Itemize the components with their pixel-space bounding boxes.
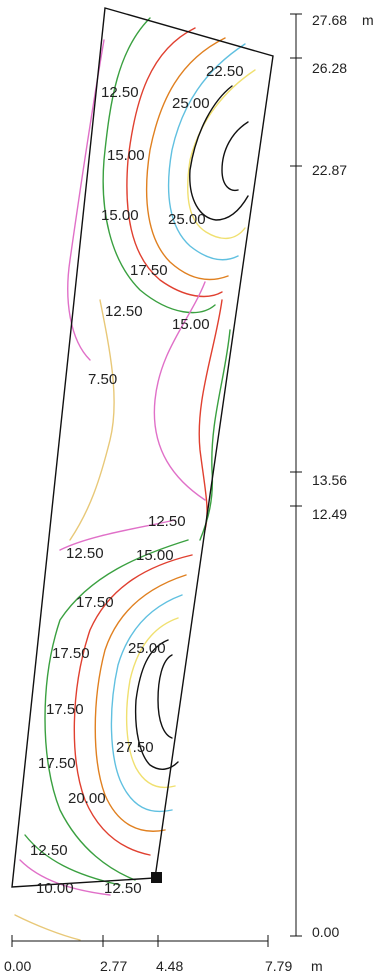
isoline-lower-black-27 — [157, 654, 173, 739]
contour-label: 15.00 — [136, 547, 174, 564]
isoline-lower-green — [44, 539, 189, 881]
isoline-middle-red — [198, 299, 223, 531]
contour-label: 10.00 — [36, 880, 74, 897]
right-axis-tick-label: 22.87 — [312, 162, 347, 178]
right-axis-tick-label: 27.68 — [312, 12, 347, 28]
bottom-axis: 0.00 2.77 4.48 7.79 m — [4, 935, 323, 974]
right-axis-tick-label: 26.28 — [312, 60, 347, 76]
isoline-upper-outer-magenta — [67, 39, 105, 361]
contour-label: 20.00 — [68, 790, 106, 807]
bottom-axis-tick-label: 0.00 — [4, 958, 31, 974]
contour-label: 15.00 — [172, 316, 210, 333]
contour-label: 17.50 — [76, 594, 114, 611]
contour-labels: 22.50 12.50 25.00 15.00 15.00 25.00 17.5… — [30, 63, 244, 897]
isoline-middle-magenta — [153, 281, 206, 501]
contour-label: 25.00 — [128, 640, 166, 657]
contour-label: 12.50 — [105, 303, 143, 320]
contour-label: 12.50 — [148, 513, 186, 530]
bottom-axis-tick-label: 4.48 — [156, 958, 183, 974]
isoline-upper-orange — [145, 37, 229, 281]
isoline-bottom-yellow — [14, 914, 81, 941]
contour-label: 12.50 — [30, 842, 68, 859]
isoline-upper-red — [126, 27, 223, 298]
isoline-bottom-magenta — [19, 859, 111, 896]
contour-label: 12.50 — [66, 545, 104, 562]
right-axis: 27.68 m 26.28 22.87 13.56 12.49 0.00 — [290, 12, 374, 940]
bottom-axis-tick-label: 2.77 — [100, 958, 127, 974]
isoline-middle-green — [199, 329, 231, 541]
contour-label: 17.50 — [52, 645, 90, 662]
contour-label: 25.00 — [172, 95, 210, 112]
isoline-lower-red — [73, 554, 193, 856]
bottom-axis-tick-label: 7.79 — [265, 958, 292, 974]
luminaire-marker — [151, 872, 162, 883]
isoline-middle-yellow — [69, 299, 115, 541]
contour-label: 12.50 — [104, 880, 142, 897]
contour-label: 12.50 — [101, 84, 139, 101]
isoline-lower-orange — [94, 574, 187, 832]
bottom-axis-unit: m — [311, 958, 323, 974]
isoline-upper-blue — [167, 43, 246, 261]
right-axis-unit: m — [362, 12, 374, 28]
contour-label: 15.00 — [101, 207, 139, 224]
right-axis-tick-label: 0.00 — [312, 924, 339, 940]
contour-label: 17.50 — [46, 701, 84, 718]
contour-label: 17.50 — [38, 755, 76, 772]
contour-label: 15.00 — [107, 147, 145, 164]
isoline-lower-blue — [110, 594, 183, 813]
contour-label: 22.50 — [206, 63, 244, 80]
isoline-upper-black-25 — [189, 85, 249, 221]
contour-label: 25.00 — [168, 211, 206, 228]
isoline-upper-green — [102, 17, 216, 314]
isoline-upper-yellow — [187, 69, 256, 239]
right-axis-tick-label: 12.49 — [312, 506, 347, 522]
right-axis-tick-label: 13.56 — [312, 472, 347, 488]
isoline-lower-magenta — [59, 519, 176, 551]
isoline-lower-black-25 — [134, 639, 179, 770]
contour-label: 7.50 — [88, 371, 117, 388]
contour-label: 27.50 — [116, 739, 154, 756]
contour-label: 17.50 — [130, 262, 168, 279]
isoline-upper-inner — [221, 121, 249, 192]
isoline-lower-yellow — [125, 617, 179, 789]
